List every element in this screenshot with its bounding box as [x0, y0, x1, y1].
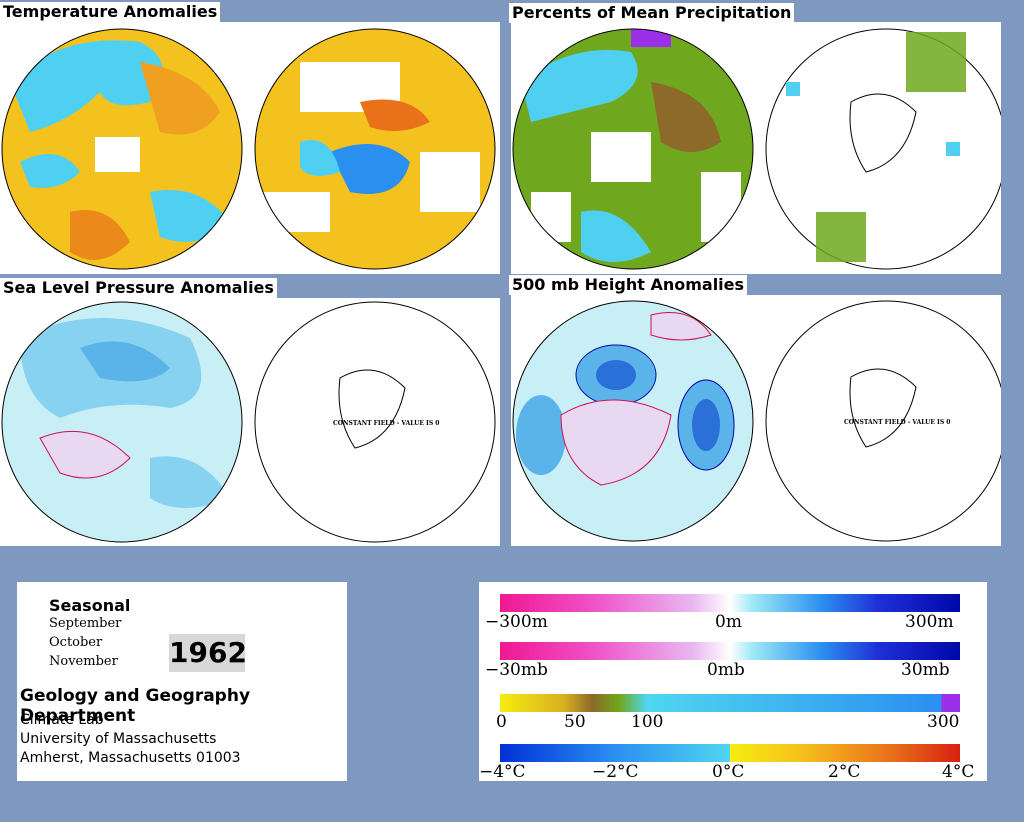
precipitation-title: Percents of Mean Precipitation — [509, 3, 795, 23]
temperature-label-0: 0°C — [712, 762, 745, 782]
temperature-south-globe — [254, 28, 496, 270]
precip-label-100: 100 — [631, 712, 664, 732]
precip-colorbar — [500, 694, 960, 712]
slp-north-globe — [1, 301, 243, 543]
height500-north-globe — [512, 300, 754, 542]
temperature-panel — [0, 22, 500, 274]
temperature-label-4: 4°C — [942, 762, 975, 782]
precip-label-50: 50 — [564, 712, 586, 732]
month-1: September — [49, 616, 122, 631]
pressure-label-mid: 0mb — [707, 660, 745, 680]
height-label-min: −300m — [485, 612, 548, 632]
temperature-label-minus4: −4°C — [479, 762, 526, 782]
height-label-mid: 0m — [715, 612, 742, 632]
height500-title: 500 mb Height Anomalies — [509, 275, 748, 295]
temperature-label-2: 2°C — [828, 762, 861, 782]
slp-title: Sea Level Pressure Anomalies — [0, 278, 277, 298]
season-label: Seasonal — [49, 596, 131, 615]
slp-south-globe: CONSTANT FIELD - VALUE IS 0 — [254, 301, 496, 543]
address-label: Amherst, Massachusetts 01003 — [20, 750, 241, 766]
precip-label-300: 300 — [927, 712, 960, 732]
year-label: 1962 — [169, 634, 247, 672]
precipitation-south-globe — [765, 28, 1001, 270]
temperature-colorbar — [500, 744, 960, 762]
height-colorbar — [500, 594, 960, 612]
temperature-label-minus2: −2°C — [592, 762, 639, 782]
height500-south-globe: CONSTANT FIELD - VALUE IS 0 — [765, 300, 1001, 542]
temperature-north-globe — [1, 28, 243, 270]
month-3: November — [49, 654, 118, 669]
month-2: October — [49, 635, 103, 650]
height500-constant-field-label: CONSTANT FIELD - VALUE IS 0 — [844, 419, 950, 426]
info-box: Seasonal September October November 1962… — [17, 582, 347, 781]
slp-constant-field-label: CONSTANT FIELD - VALUE IS 0 — [333, 420, 439, 427]
height500-panel: CONSTANT FIELD - VALUE IS 0 — [511, 295, 1001, 546]
lab-label: Climate Lab — [20, 712, 104, 728]
precip-label-0: 0 — [496, 712, 507, 732]
precipitation-panel — [511, 22, 1001, 274]
university-label: University of Massachusetts — [20, 731, 217, 747]
pressure-colorbar — [500, 642, 960, 660]
legend-box: −300m 0m 300m −30mb 0mb 30mb 0 50 100 30… — [479, 582, 987, 782]
height-label-max: 300m — [905, 612, 954, 632]
pressure-label-min: −30mb — [485, 660, 548, 680]
slp-panel: CONSTANT FIELD - VALUE IS 0 — [0, 298, 500, 546]
department-label: Geology and Geography Department — [20, 686, 251, 726]
pressure-label-max: 30mb — [901, 660, 950, 680]
temperature-title: Temperature Anomalies — [0, 2, 221, 22]
precipitation-north-globe — [512, 28, 754, 270]
